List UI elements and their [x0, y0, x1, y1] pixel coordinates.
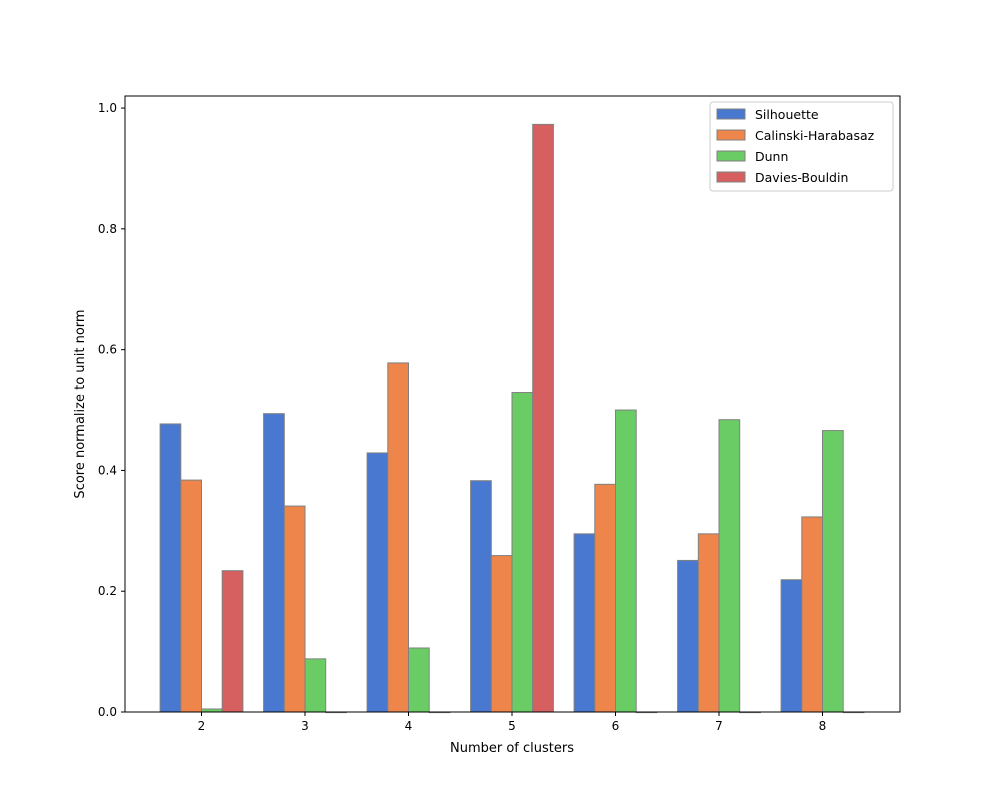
- bar-davies-bouldin-2: [221, 570, 244, 713]
- x-tick-label: 5: [508, 719, 516, 733]
- legend-label: Calinski-Harabasaz: [755, 128, 875, 143]
- x-axis-label: Number of clusters: [450, 741, 574, 756]
- bar-dunn-8: [822, 430, 844, 713]
- legend-label: Davies-Bouldin: [755, 170, 848, 185]
- x-tick-label: 2: [198, 719, 206, 733]
- legend-swatch: [716, 171, 746, 183]
- legend-label: Silhouette: [755, 107, 819, 122]
- bar-silhouette-8: [780, 579, 803, 713]
- bar-silhouette-6: [573, 533, 596, 713]
- x-tick-label: 8: [819, 719, 827, 733]
- y-axis-ticks: 0.0 0.2 0.4 0.6 0.8 1.0: [98, 101, 125, 719]
- bar-calinski-harabasaz-8: [801, 516, 823, 713]
- bar-silhouette-4: [366, 452, 389, 713]
- y-axis-label: Score normalize to unit norm: [73, 309, 88, 498]
- bar-calinski-harabasaz-3: [283, 505, 306, 713]
- bar-calinski-harabasaz-4: [387, 362, 409, 713]
- bar-silhouette-5: [470, 480, 492, 713]
- x-tick-label: 7: [715, 719, 723, 733]
- legend-swatch: [716, 108, 746, 120]
- y-tick-label: 0.8: [98, 222, 117, 236]
- bar-dunn-7: [718, 419, 741, 713]
- legend: Silhouette Calinski-Harabasaz Dunn Davies-B…: [709, 101, 894, 192]
- bar-silhouette-7: [677, 559, 699, 713]
- bar-calinski-harabasaz-7: [697, 533, 720, 713]
- x-tick-label: 4: [405, 719, 413, 733]
- y-tick-label: 0.2: [98, 584, 117, 598]
- y-tick-label: 1.0: [98, 101, 117, 115]
- legend-label: Dunn: [755, 149, 788, 164]
- bar-dunn-6: [615, 409, 637, 713]
- bar-calinski-harabasaz-6: [594, 483, 616, 713]
- bar-dunn-3: [304, 658, 327, 713]
- bar-silhouette-2: [159, 423, 182, 713]
- x-tick-label: 6: [612, 719, 620, 733]
- bar-calinski-harabasaz-2: [180, 479, 203, 713]
- legend-swatch: [716, 150, 746, 162]
- legend-swatch: [716, 129, 746, 141]
- bar-calinski-harabasaz-5: [490, 555, 513, 713]
- x-tick-label: 3: [301, 719, 309, 733]
- bar-davies-bouldin-5: [532, 123, 554, 713]
- legend-box: [709, 101, 894, 192]
- y-tick-label: 0.4: [98, 463, 117, 477]
- bar-dunn-5: [511, 392, 534, 713]
- bars-group: [159, 123, 865, 714]
- y-tick-label: 0.0: [98, 705, 117, 719]
- x-axis-ticks: 2 3 4 5 6 7 8: [198, 712, 827, 733]
- y-tick-label: 0.6: [98, 343, 117, 357]
- bar-dunn-4: [408, 647, 430, 713]
- bar-silhouette-3: [263, 413, 285, 713]
